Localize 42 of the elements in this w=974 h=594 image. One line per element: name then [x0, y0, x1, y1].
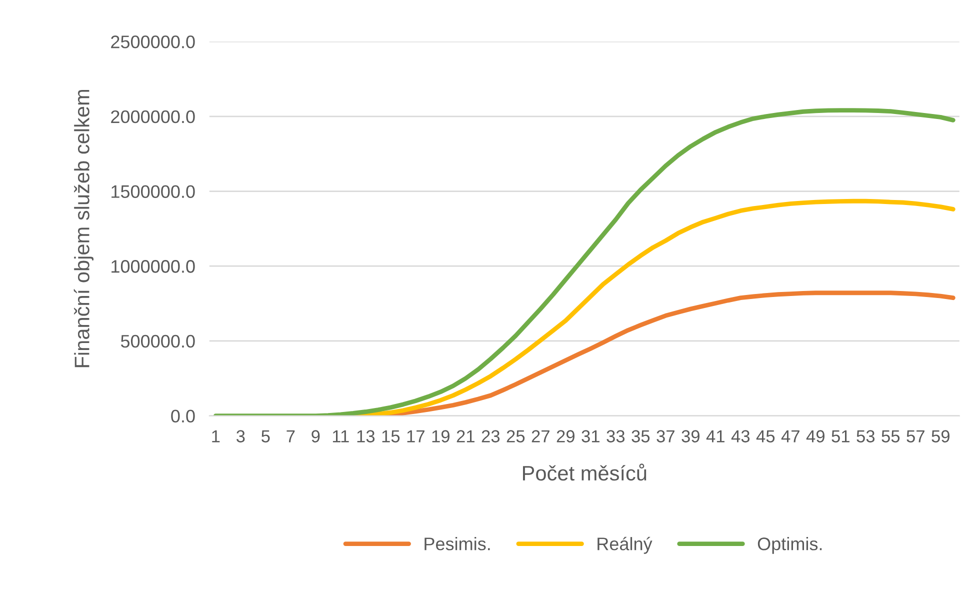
x-axis-title: Počet měsíců — [523, 464, 646, 481]
y-axis-title: Finanční objem služeb celkem — [74, 90, 94, 368]
x-tick-label: 55 — [882, 430, 900, 442]
x-tick-label: 49 — [806, 430, 824, 442]
x-tick-label: 31 — [582, 430, 600, 442]
y-tick-label: 2500000.0 — [111, 36, 195, 48]
line-series — [213, 108, 956, 416]
x-tick-label: 1 — [212, 430, 220, 442]
y-tick-label: 1500000.0 — [112, 185, 195, 198]
x-tick-label: 29 — [556, 430, 574, 442]
y-tick-label: 1000000.0 — [112, 260, 195, 273]
y-tick-label: 2000000.0 — [111, 110, 195, 124]
x-tick-label: 37 — [656, 430, 674, 442]
y-tick-label: 500000.0 — [120, 334, 195, 348]
x-tick-label: 51 — [832, 430, 850, 442]
x-tick-label: 59 — [932, 430, 950, 442]
legend-label: Reálný — [598, 536, 652, 554]
x-tick-label: 7 — [286, 430, 295, 442]
x-tick-label: 17 — [407, 430, 424, 442]
x-tick-label: 15 — [382, 430, 400, 442]
x-tick-label: 41 — [706, 430, 724, 442]
y-tick-label: 0.0 — [171, 410, 195, 423]
x-tick-label: 13 — [357, 430, 375, 442]
x-tick-label: 23 — [482, 430, 500, 442]
x-tick-label: 33 — [606, 430, 625, 442]
x-tick-label: 27 — [532, 430, 550, 442]
x-tick-label: 57 — [906, 430, 924, 442]
x-tick-label: 19 — [432, 430, 450, 442]
x-tick-label: 21 — [456, 430, 474, 442]
legend-label: Pesimis. — [424, 537, 490, 550]
x-tick-label: 43 — [731, 430, 750, 442]
x-tick-label: 9 — [312, 430, 320, 442]
x-tick-label: 47 — [781, 430, 800, 442]
x-tick-label: 45 — [756, 430, 775, 442]
x-tick-label: 39 — [682, 430, 700, 442]
x-tick-label: 25 — [506, 430, 525, 442]
x-tick-label: 11 — [332, 430, 349, 442]
legend-label: Optimis. — [758, 537, 822, 554]
x-tick-label: 5 — [262, 430, 270, 442]
x-tick-label: 53 — [856, 430, 875, 442]
x-tick-label: 3 — [236, 430, 245, 442]
x-tick-label: 35 — [632, 430, 650, 442]
